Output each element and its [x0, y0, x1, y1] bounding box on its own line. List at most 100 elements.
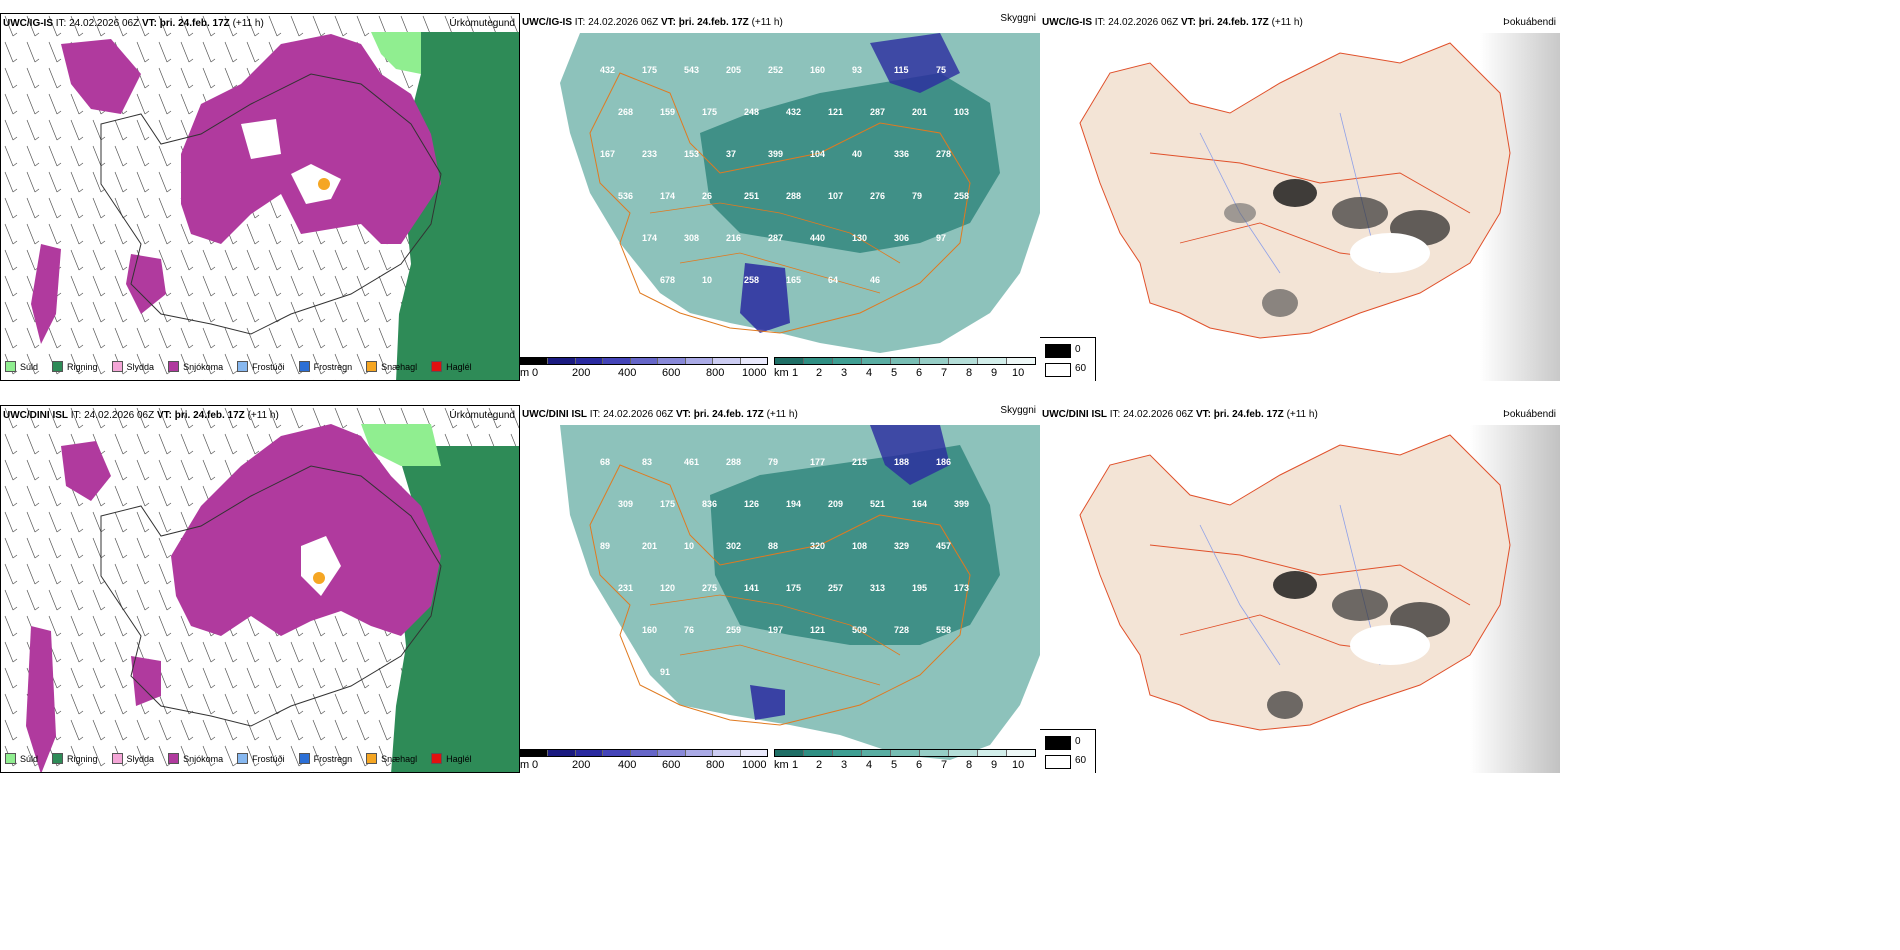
legend-swatch	[5, 753, 16, 764]
legend-swatch	[237, 361, 249, 372]
ceiling-colorbar-strip	[520, 357, 768, 365]
panel-title: Þokuábendi	[1503, 409, 1556, 420]
legend-item: Snjókoma	[168, 753, 223, 764]
fog-panel-bottom: UWC/DINI ISL IT: 24.02.2026 06Z VT: þri.…	[1040, 405, 1560, 773]
legend-label: Snæhagl	[381, 753, 418, 764]
panel-title: Skyggni	[1000, 13, 1036, 24]
visibility-tick: 10	[1012, 759, 1025, 771]
cloud-base-label: 259	[726, 625, 741, 635]
it-label: IT:	[1109, 409, 1121, 420]
cloud-base-label: 201	[642, 541, 657, 551]
ceiling-tick: 200	[572, 759, 591, 771]
lead-time: (+11 h)	[1286, 409, 1318, 420]
cloud-base-label: 231	[618, 583, 633, 593]
legend-swatch	[111, 361, 123, 372]
cloud-base-label: 215	[852, 457, 867, 467]
cloud-base-label: 46	[870, 275, 880, 285]
cloud-base-label: 175	[642, 65, 657, 75]
ceiling-tick: 800	[706, 759, 725, 771]
vt-value: þri. 24.feb. 17Z	[1213, 409, 1284, 420]
legend-swatch	[52, 753, 64, 764]
visibility-colorbar-strip	[774, 357, 1036, 365]
cloud-base-label: 175	[786, 583, 801, 593]
vt-label: VT:	[1195, 409, 1211, 420]
it-value: 24.02.2026 06Z	[603, 409, 674, 420]
visibility-tick: 1	[792, 759, 799, 771]
legend-item: Snæhagl	[366, 361, 417, 372]
legend-swatch	[111, 753, 123, 764]
cloud-base-label: 536	[618, 191, 633, 201]
cloud-base-label: 93	[852, 65, 862, 75]
legend-label: Rigning	[67, 753, 98, 764]
vt-label: VT:	[660, 17, 676, 28]
cloud-base-label: 165	[786, 275, 801, 285]
cloud-base-label: 79	[912, 191, 922, 201]
it-label: IT:	[70, 410, 82, 421]
cloud-base-label: 278	[936, 149, 951, 159]
model-name: UWC/IG-IS	[522, 17, 572, 28]
it-value: 24.02.2026 06Z	[69, 18, 140, 29]
legend-swatch	[237, 753, 249, 764]
cloud-base-label: 121	[828, 107, 843, 117]
legend-label: Frostregn	[313, 361, 353, 372]
fog-key-low: 60	[1075, 755, 1087, 766]
cloud-base-label: 174	[660, 191, 675, 201]
panel-header: UWC/DINI ISL IT: 24.02.2026 06Z VT: þri.…	[3, 410, 279, 421]
panel-header: UWC/IG-IS IT: 24.02.2026 06Z VT: þri. 24…	[522, 17, 783, 28]
legend-item: Rigning	[52, 361, 98, 372]
legend-swatch	[168, 753, 180, 764]
cloud-base-label: 399	[954, 499, 969, 509]
legend-swatch	[52, 361, 64, 372]
cloud-base-label: 121	[810, 625, 825, 635]
visibility-tick: 3	[841, 759, 848, 771]
legend-label: Slydda	[126, 753, 155, 764]
fog-key-high-swatch	[1045, 736, 1071, 750]
cloud-base-label: 107	[828, 191, 843, 201]
legend-item: Haglél	[431, 753, 472, 764]
cloud-base-label: 257	[828, 583, 843, 593]
cloud-base-label: 177	[810, 457, 825, 467]
cloud-base-label: 164	[912, 499, 927, 509]
model-name: UWC/DINI ISL	[522, 409, 587, 420]
cloud-base-label: 68	[600, 457, 610, 467]
visibility-tick: 7	[941, 759, 948, 771]
cloud-base-label: 104	[810, 149, 825, 159]
cloud-base-label: 336	[894, 149, 909, 159]
cloud-base-label: 141	[744, 583, 759, 593]
ceiling-tick: 0	[532, 367, 539, 379]
legend-item: Haglél	[431, 361, 472, 372]
vt-label: VT:	[1180, 17, 1196, 28]
precip-legend: Súld Rigning Slydda Snjókoma Frostúði Fr…	[5, 361, 472, 372]
cloud-panel-top: UWC/IG-IS IT: 24.02.2026 06Z VT: þri. 24…	[520, 13, 1040, 381]
visibility-tick: 5	[891, 759, 898, 771]
ceiling-tick: 200	[572, 367, 591, 379]
legend-item: Frostúði	[237, 753, 285, 764]
visibility-tick: 8	[966, 367, 973, 379]
legend-swatch	[298, 753, 310, 764]
visibility-tick: 5	[891, 367, 898, 379]
panel-header: UWC/IG-IS IT: 24.02.2026 06Z VT: þri. 24…	[1042, 17, 1303, 28]
cloud-base-label: 201	[912, 107, 927, 117]
panel-header: UWC/DINI ISL IT: 24.02.2026 06Z VT: þri.…	[522, 409, 798, 420]
legend-item: Slydda	[111, 361, 154, 372]
ceiling-tick: 600	[662, 367, 681, 379]
ceiling-tick: 0	[532, 759, 539, 771]
cloud-base-label: 173	[954, 583, 969, 593]
cloud-base-label: 521	[870, 499, 885, 509]
visibility-tick: 6	[916, 759, 923, 771]
cloud-base-label: 728	[894, 625, 909, 635]
ceiling-colorbar: m 0 200 400 600 800 1000	[520, 749, 770, 773]
fog-map	[1079, 33, 1560, 381]
visibility-tick: 9	[991, 367, 998, 379]
cloud-base-label: 26	[702, 191, 712, 201]
visibility-tick: 3	[841, 367, 848, 379]
cloud-base-label: 205	[726, 65, 741, 75]
cloud-base-label: 40	[852, 149, 862, 159]
legend-item: Snjókoma	[168, 361, 223, 372]
legend-label: Snjókoma	[183, 361, 224, 372]
ceiling-tick: 600	[662, 759, 681, 771]
legend-label: Snjókoma	[183, 753, 224, 764]
lead-time: (+11 h)	[766, 409, 798, 420]
cloud-base-label: 258	[744, 275, 759, 285]
